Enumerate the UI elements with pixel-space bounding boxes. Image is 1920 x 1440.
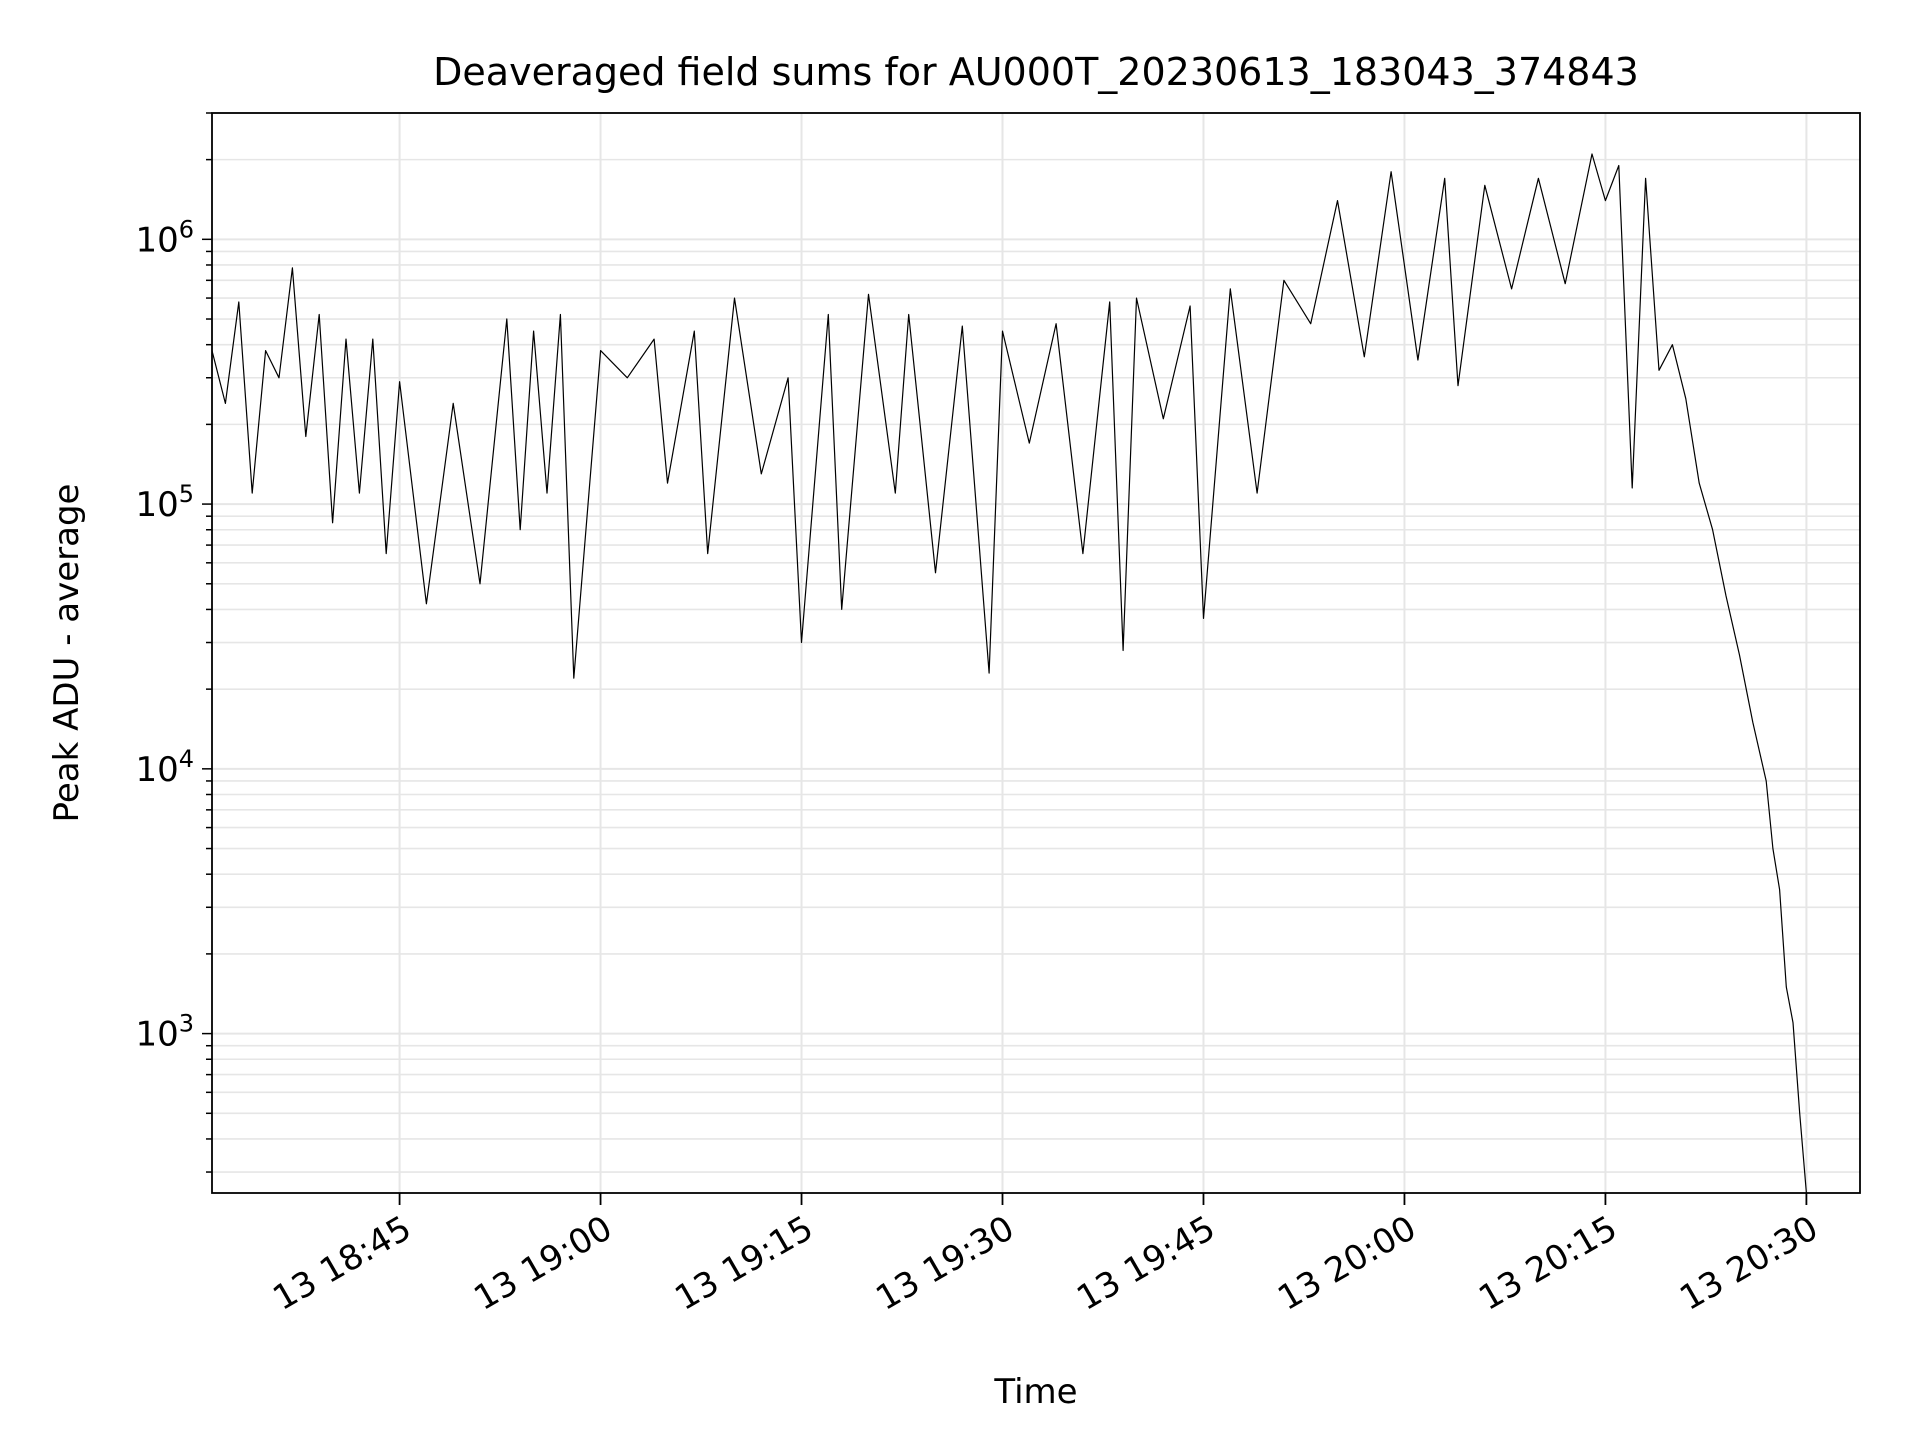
y-tick-label-base: 10 <box>135 485 178 525</box>
y-axis-label: Peak ADU - average <box>47 484 87 823</box>
y-tick-label-base: 10 <box>135 750 178 790</box>
y-tick-label: 106 <box>135 215 194 260</box>
y-tick-label-exponent: 4 <box>179 745 194 773</box>
y-tick-label: 105 <box>135 480 194 525</box>
series-line <box>211 153 1807 1194</box>
y-tick-label-exponent: 5 <box>179 480 194 508</box>
y-tick-label-exponent: 6 <box>179 215 194 243</box>
y-tick-label-exponent: 3 <box>179 1010 194 1038</box>
x-axis-label: Time <box>993 1372 1077 1412</box>
y-tick-label-base: 10 <box>135 220 178 260</box>
grid <box>212 112 1860 1193</box>
y-tick-label: 104 <box>135 745 194 790</box>
chart-title: Deaveraged field sums for AU000T_2023061… <box>433 50 1639 94</box>
plot-frame <box>211 112 1861 1194</box>
y-tick-label-base: 10 <box>135 1015 178 1055</box>
y-tick-label: 103 <box>135 1010 194 1055</box>
